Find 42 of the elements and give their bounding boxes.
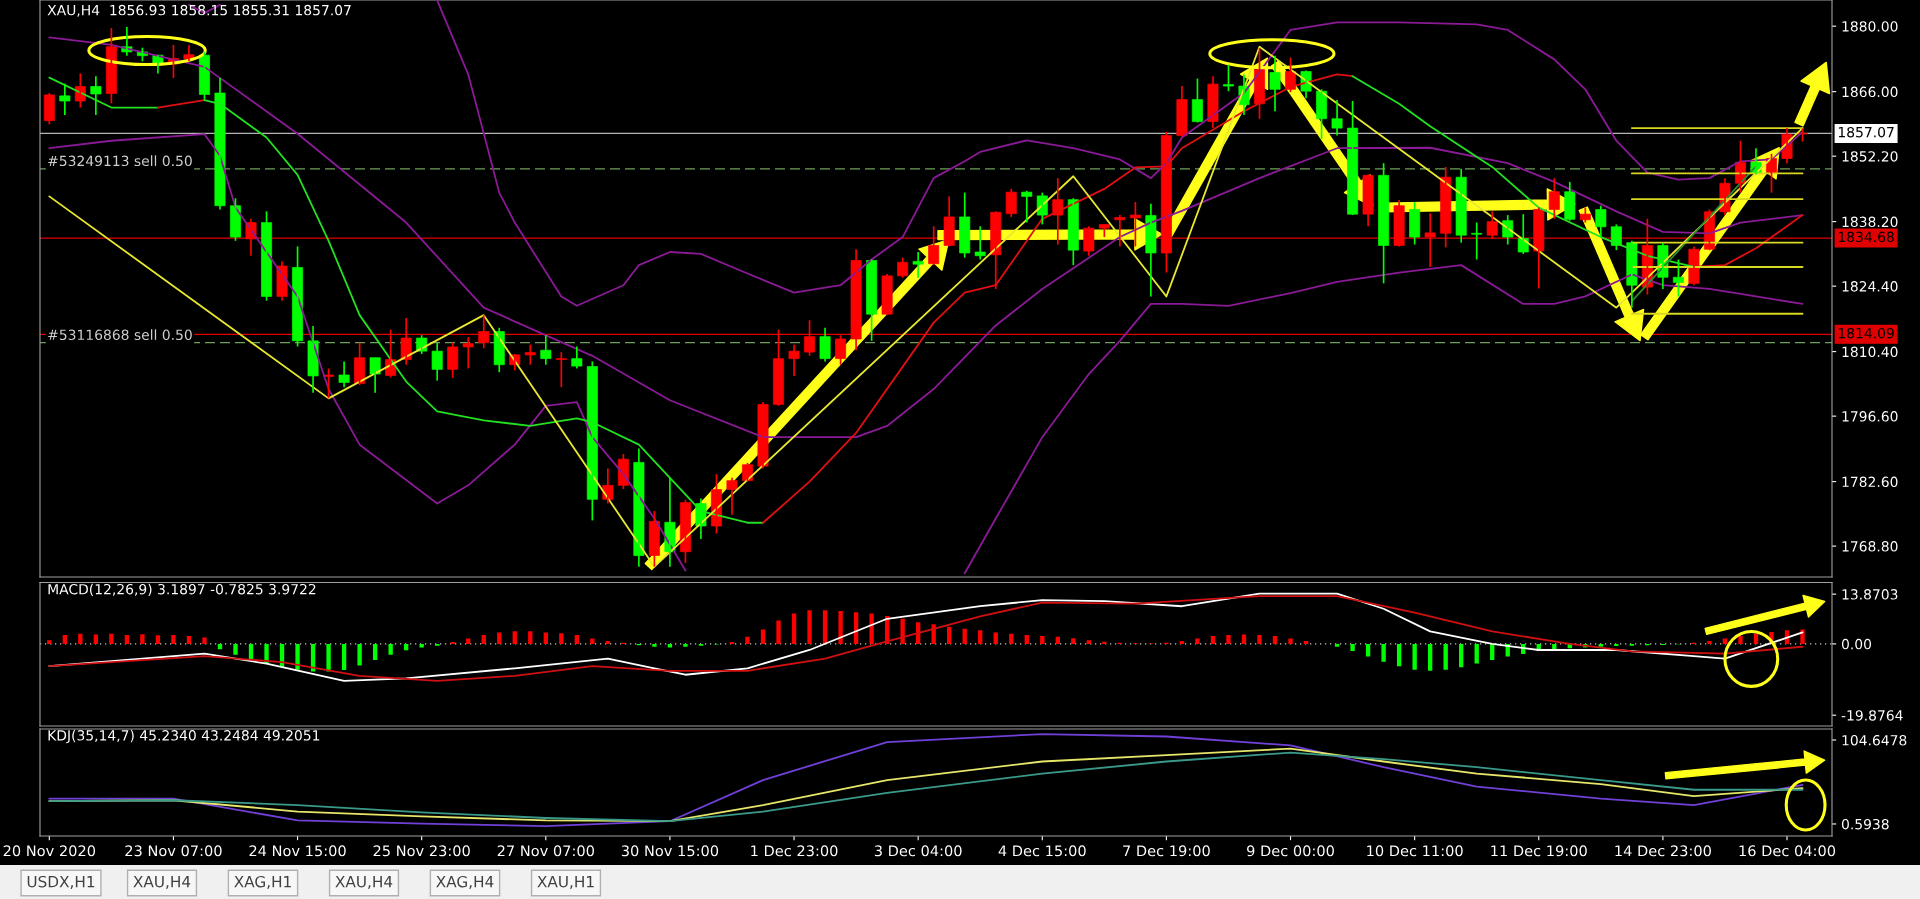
x-tick-label: 1 Dec 23:00 <box>751 845 838 857</box>
x-tick-label: 24 Nov 15:00 <box>249 845 346 857</box>
x-tick-label: 23 Nov 07:00 <box>125 845 222 857</box>
ref-line-label: 1857.07 <box>1838 126 1894 138</box>
x-tick-label: 11 Dec 19:00 <box>1491 845 1587 857</box>
chart-title: KDJ(35,14,7) 45.2340 43.2484 49.2051 <box>48 729 320 744</box>
y-tick-label: 1866.00 <box>1842 86 1898 98</box>
x-tick-label: 4 Dec 15:00 <box>998 845 1086 857</box>
ref-line-label: 1834.68 <box>1838 231 1894 243</box>
y-tick-label: 1768.80 <box>1842 541 1898 552</box>
x-tick-label: 16 Dec 04:00 <box>1739 845 1836 857</box>
x-tick-label: 3 Dec 04:00 <box>874 845 962 857</box>
text: XAG,H1 <box>234 875 291 889</box>
y-tick-label: 0.5938 <box>1841 818 1889 830</box>
x-tick-label: 27 Nov 07:00 <box>497 845 594 857</box>
ref-line-label: 1814.09 <box>1838 327 1894 339</box>
y-tick-label: 1852.20 <box>1842 151 1898 162</box>
text: USDX,H1 <box>27 875 95 889</box>
text: XAU,H1 <box>537 876 594 889</box>
text: XAU,H4 <box>335 876 393 889</box>
x-tick-label: 20 Nov 2020 <box>3 845 96 857</box>
text: XAU,H4 <box>133 876 191 889</box>
ref-line-label: #53116868 sell 0.50 <box>48 329 192 341</box>
y-tick-label: -19.8764 <box>1841 710 1903 721</box>
y-tick-label: 13.8703 <box>1842 589 1898 600</box>
y-tick-label: 0.00 <box>1841 638 1872 650</box>
x-tick-label: 7 Dec 19:00 <box>1123 845 1210 857</box>
y-tick-label: 1824.40 <box>1842 281 1898 292</box>
y-tick-label: 1810.40 <box>1842 346 1898 358</box>
x-tick-label: 10 Dec 11:00 <box>1367 845 1463 857</box>
y-tick-label: 104.6478 <box>1842 734 1907 746</box>
y-tick-label: 1838.20 <box>1842 216 1898 228</box>
x-tick-label: 30 Nov 15:00 <box>621 845 719 857</box>
x-tick-label: 14 Dec 23:00 <box>1615 845 1711 857</box>
y-tick-label: 1796.60 <box>1842 411 1898 422</box>
y-tick-label: 1880.00 <box>1842 21 1898 32</box>
text: XAG,H4 <box>436 875 494 889</box>
x-tick-label: 25 Nov 23:00 <box>373 845 470 857</box>
x-tick-label: 9 Dec 00:00 <box>1247 845 1334 857</box>
chart-title: MACD(12,26,9) 3.1897 -0.7825 3.9722 <box>48 583 316 597</box>
y-tick-label: 1782.60 <box>1842 476 1898 488</box>
ref-line-label: #53249113 sell 0.50 <box>48 155 192 167</box>
